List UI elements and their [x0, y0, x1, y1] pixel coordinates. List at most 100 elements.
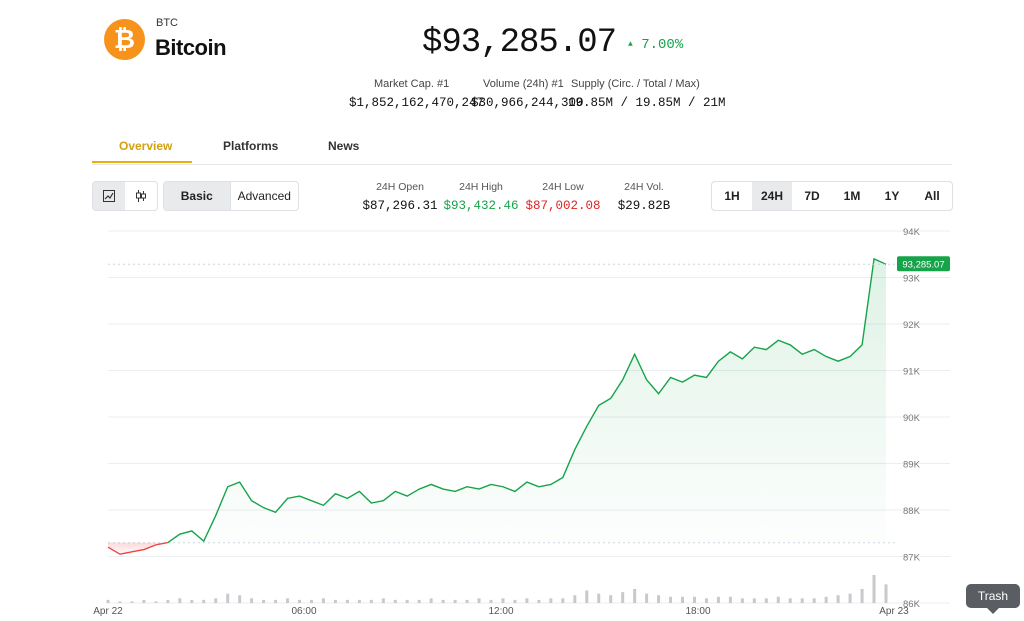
- advanced-mode-button[interactable]: Advanced: [229, 182, 299, 210]
- volume-bar: [381, 598, 385, 603]
- coin-name: Bitcoin: [155, 35, 227, 60]
- chart-mode-toggle: Basic Advanced: [163, 181, 299, 211]
- volume-bar: [489, 599, 493, 603]
- tab-overview[interactable]: Overview: [119, 139, 173, 153]
- volume-bar: [441, 599, 445, 603]
- x-tick-label: 06:00: [291, 606, 316, 617]
- volume-bar: [716, 596, 720, 603]
- volume-bar: [812, 598, 816, 603]
- x-tick-label: Apr 22: [93, 606, 123, 617]
- time-range-selector: 1H 24H 7D 1M 1Y All: [711, 181, 953, 211]
- x-tick-label: 12:00: [488, 606, 513, 617]
- tab-platforms[interactable]: Platforms: [223, 139, 279, 153]
- volume-bar: [226, 593, 230, 603]
- volume-bar: [477, 598, 481, 603]
- range-1m-button[interactable]: 1M: [843, 189, 861, 203]
- open-value: $87,296.31: [362, 199, 438, 213]
- volume-bar: [788, 598, 792, 603]
- y-tick-label: 90K: [903, 413, 921, 424]
- volume-bar: [369, 599, 373, 603]
- volume-bar: [286, 598, 290, 603]
- last-price-label: 93,285.07: [902, 260, 944, 271]
- range-1h-button[interactable]: 1H: [724, 189, 740, 203]
- range-24h-button[interactable]: 24H: [752, 182, 792, 210]
- basic-mode-button[interactable]: Basic: [164, 182, 230, 210]
- x-tick-label: 18:00: [685, 606, 710, 617]
- price-line-up: [167, 257, 887, 544]
- trash-tooltip: Trash: [966, 584, 1020, 614]
- volume-bar: [645, 593, 649, 603]
- tab-news[interactable]: News: [328, 139, 360, 153]
- tab-bar: Overview Platforms News: [92, 131, 952, 165]
- low-value: $87,002.08: [525, 199, 601, 213]
- volume-bar: [298, 599, 302, 603]
- volume-bar: [250, 598, 254, 603]
- price-change: ▲ 7.00%: [628, 37, 683, 53]
- up-arrow-icon: ▲: [628, 40, 633, 49]
- volume-bar: [405, 599, 409, 603]
- volume-bar: [657, 595, 661, 603]
- volume-bar: [118, 601, 122, 603]
- volume-bar: [764, 598, 768, 603]
- volume-bar: [549, 598, 553, 603]
- price-chart[interactable]: 94K 93K 92K 91K 90K 89K 88K 87K 86K 93,285.07 Apr …: [0, 222, 1024, 621]
- coin-symbol: BTC: [156, 17, 178, 29]
- high-label: 24H High: [459, 181, 503, 193]
- volume-bar: [537, 599, 541, 603]
- open-label: 24H Open: [376, 181, 424, 193]
- volume-bar: [214, 598, 218, 603]
- line-chart-icon[interactable]: [93, 182, 125, 210]
- volume-bar: [573, 595, 577, 603]
- volume-bar: [692, 596, 696, 603]
- volume-bar: [321, 598, 325, 603]
- volume-bar: [393, 599, 397, 603]
- volume-bar: [417, 599, 421, 603]
- volume-bar: [824, 596, 828, 603]
- market-cap-value: $1,852,162,470,247: [349, 96, 485, 110]
- volume-bar: [597, 593, 601, 603]
- volume-bar: [681, 596, 685, 603]
- volume-bar: [238, 595, 242, 603]
- chart-type-toggle: [92, 181, 158, 211]
- volume-bar: [154, 601, 158, 603]
- volume-24h-label: 24H Vol.: [624, 181, 664, 193]
- volume-bar: [836, 595, 840, 603]
- y-tick-label: 89K: [903, 460, 921, 471]
- volume-bar: [513, 599, 517, 603]
- range-7d-button[interactable]: 7D: [804, 189, 820, 203]
- x-tick-label: Apr 23: [879, 606, 909, 617]
- volume-bar: [740, 598, 744, 603]
- current-price: $93,285.07: [422, 24, 617, 62]
- volume-bar: [178, 598, 182, 603]
- y-tick-label: 93K: [903, 274, 921, 285]
- volume-bar: [728, 596, 732, 603]
- volume-bar: [429, 598, 433, 603]
- volume-bar: [142, 599, 146, 603]
- volume-bar: [860, 589, 864, 603]
- last-price-badge: [897, 256, 950, 272]
- range-1y-button[interactable]: 1Y: [884, 189, 900, 203]
- candlestick-icon[interactable]: [125, 182, 157, 210]
- volume-bar: [130, 601, 134, 603]
- volume-bar: [190, 599, 194, 603]
- price-change-value: 7.00%: [641, 37, 684, 53]
- supply-value: 19.85M / 19.85M / 21M: [568, 96, 726, 110]
- y-tick-label: 92K: [903, 320, 921, 331]
- volume-bar: [525, 598, 529, 603]
- volume-bar: [309, 599, 313, 603]
- active-tab-indicator: [92, 161, 192, 163]
- volume-bar: [776, 596, 780, 603]
- volume-bar: [872, 575, 876, 603]
- volume-bar: [333, 599, 337, 603]
- y-tick-label: 94K: [903, 227, 921, 238]
- volume-bar: [465, 599, 469, 603]
- volume-bar: [357, 599, 361, 603]
- bitcoin-logo-icon: ₿: [104, 19, 145, 60]
- range-all-button[interactable]: All: [924, 189, 940, 203]
- volume-bar: [166, 599, 170, 603]
- volume-bar: [800, 598, 804, 603]
- y-tick-label: 86K: [903, 599, 921, 610]
- volume-bar: [752, 598, 756, 603]
- volume-bar: [453, 599, 457, 603]
- volume-bar: [884, 584, 888, 603]
